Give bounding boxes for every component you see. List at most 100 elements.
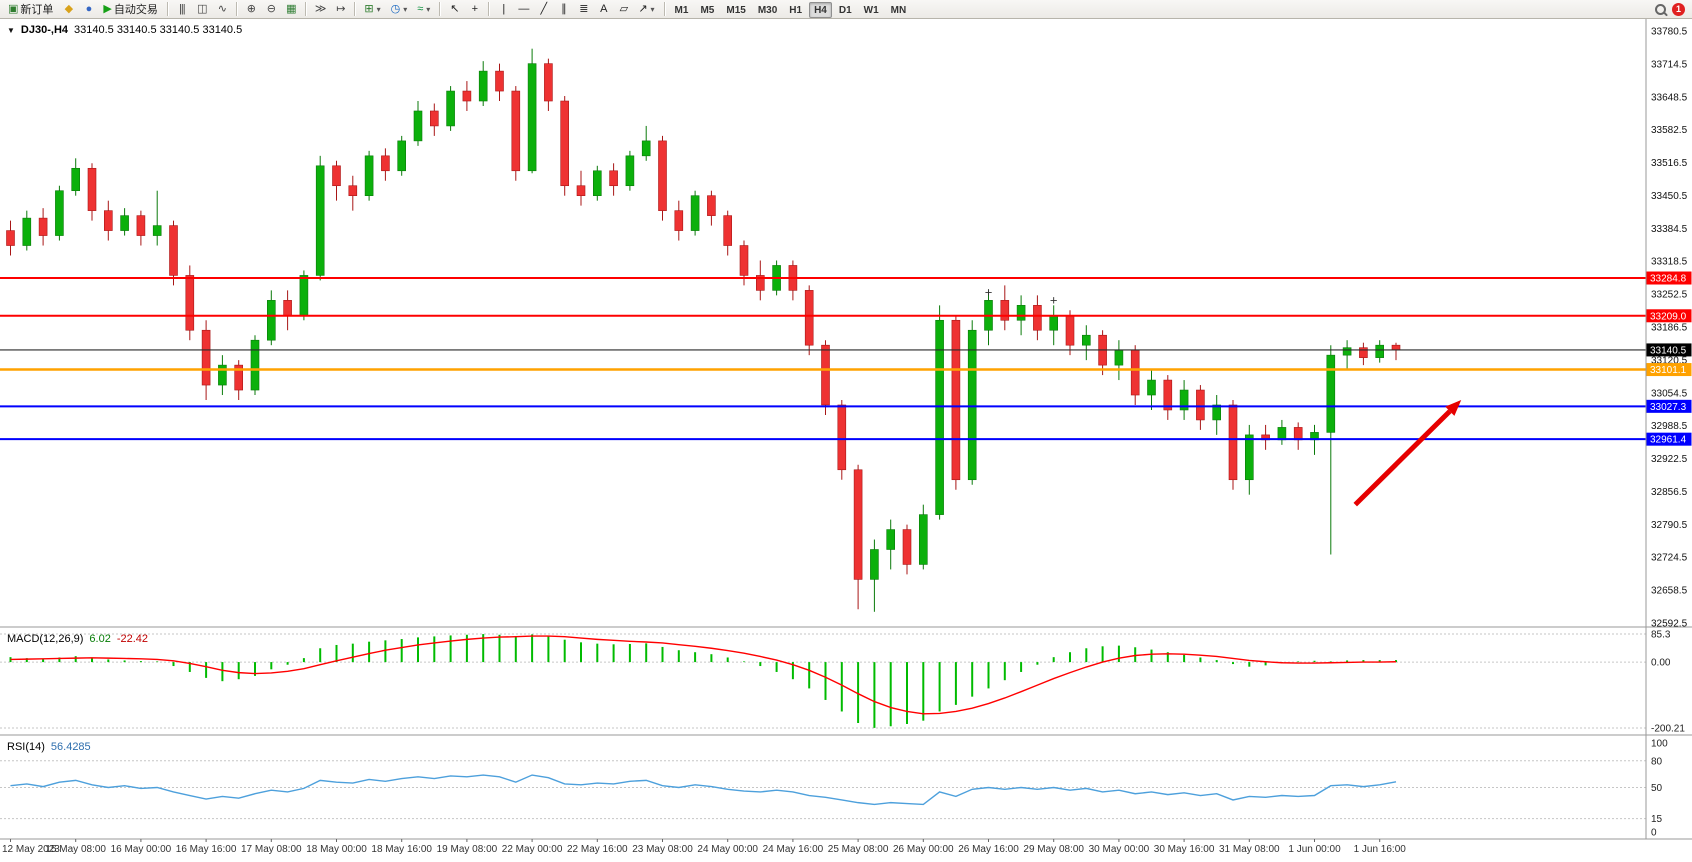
toolbar-separator [304,2,306,16]
channel-button[interactable]: ∥ [554,1,572,17]
candle [641,125,651,161]
time-axis-label: 18 May 00:00 [306,844,367,855]
candle-body [1049,314,1058,331]
auto-scroll-button[interactable]: ≫ [311,1,330,17]
zoom-in-icon: ⊕ [246,2,256,15]
new-chart-button[interactable]: ⊞ ▾ [360,1,384,17]
macd-scale-label: 85.3 [1651,630,1671,641]
order-marker[interactable]: + [1050,292,1058,307]
candle-body [527,63,537,172]
candle [185,265,195,341]
search-icon[interactable] [1655,3,1666,15]
candle [918,504,928,570]
timeframe-button-h1[interactable]: H1 [784,2,807,18]
time-axis-label: 26 May 00:00 [893,844,954,855]
timeframe-button-m1[interactable]: M1 [670,2,694,18]
cursor-button[interactable]: ↖ [445,1,463,17]
candle-body [364,155,374,196]
timeframe-button-d1[interactable]: D1 [834,2,857,18]
chart-shift-button[interactable]: ↦ [331,1,349,17]
symbol-dropdown-icon[interactable]: ▼ [7,25,15,35]
candlestick-chart-button[interactable]: ◫ [193,1,211,17]
timeframe-button-w1[interactable]: W1 [859,2,884,18]
candle-body [397,140,407,172]
crosshair-button[interactable]: + [465,1,483,17]
candle [38,208,48,246]
candle [576,170,586,206]
time-axis-label: 22 May 16:00 [567,844,628,855]
price-badge-label: 33101.1 [1650,365,1687,376]
new-order-button[interactable]: ▣ 新订单 [4,1,57,17]
candle [315,155,325,281]
candle-body [560,100,570,187]
label-button[interactable]: ▱ [614,1,632,17]
price-tick-label: 33648.5 [1651,92,1688,103]
candle [1342,340,1352,371]
price-badge: 33284.8 [1646,271,1692,285]
candle-body [1000,300,1010,321]
trend-arrow-annotation[interactable] [1353,400,1462,507]
timeframe-button-h4[interactable]: H4 [809,2,832,19]
text-button[interactable]: A [594,1,612,17]
candle-body [1326,354,1336,433]
candle [1326,345,1336,555]
candle-body [821,344,830,406]
chevron-down-icon: ▾ [403,4,408,14]
timeframe-button-m15[interactable]: M15 [721,2,750,18]
tile-windows-button[interactable]: ▦ [282,1,300,17]
candle-body [935,319,944,515]
candle-body [707,195,716,216]
candle [413,101,423,146]
macd-panel: 85.3 0.00 -200.21 [0,630,1685,735]
price-tick-label: 32856.5 [1651,487,1688,498]
periods-button[interactable]: ◷ ▾ [387,1,412,17]
bar-chart-button[interactable]: ||| [173,1,191,17]
timeframe-button-m5[interactable]: M5 [695,2,719,18]
alerts-icon-button[interactable]: ◆ [59,1,77,17]
indicators-button[interactable]: ≈ ▾ [413,1,434,17]
trendline-button[interactable]: ╱ [534,1,552,17]
candle-body [755,275,765,291]
vertical-line-button[interactable]: | [494,1,512,17]
notification-badge[interactable]: 1 [1672,2,1685,16]
arrows-button[interactable]: ↗ ▾ [634,1,658,17]
timeframe-button-mn[interactable]: MN [886,2,912,18]
price-tick-label: 33252.5 [1651,290,1688,301]
chevron-down-icon: ▾ [650,4,655,14]
macd-signal-line [10,635,1397,715]
price-tick-label: 33780.5 [1651,27,1688,38]
market-watch-icon-button[interactable]: ● [79,1,97,17]
line-chart-button[interactable]: ∿ [213,1,231,17]
candle [169,220,178,286]
zoom-in-button[interactable]: ⊕ [242,1,260,17]
price-badge: 33209.0 [1646,309,1692,323]
candle-body [234,364,243,391]
candle-body [837,404,847,471]
price-tick-label: 33186.5 [1651,323,1688,334]
candle [1212,395,1221,435]
candle [1163,375,1173,420]
price-badge-label: 32961.4 [1650,435,1687,446]
candle-body [1114,349,1124,366]
candle-body [609,170,618,187]
auto-trading-button[interactable]: ▶ 自动交易 [99,1,161,17]
order-marker[interactable]: + [985,284,993,299]
candle-body [185,275,195,331]
horizontal-line-button[interactable]: — [514,1,532,17]
candle [478,61,488,106]
candle-body [71,167,80,192]
candle-body [1375,344,1384,358]
fibonacci-button[interactable]: ≣ [574,1,592,17]
candle-body [120,215,129,231]
zoom-out-button[interactable]: ⊖ [262,1,280,17]
clock-icon: ◷ [390,2,401,15]
candle-body [55,190,64,236]
timeframe-button-m30[interactable]: M30 [753,2,782,18]
candle [870,539,879,612]
candle [87,163,97,221]
candle-body [690,195,700,231]
candle-body [674,210,684,231]
chart-canvas[interactable]: + +85.3 0.00 -200.21 100 80 50 15 0 33780.5 33714.… [0,19,1692,861]
price-badge-bg [1646,343,1692,357]
